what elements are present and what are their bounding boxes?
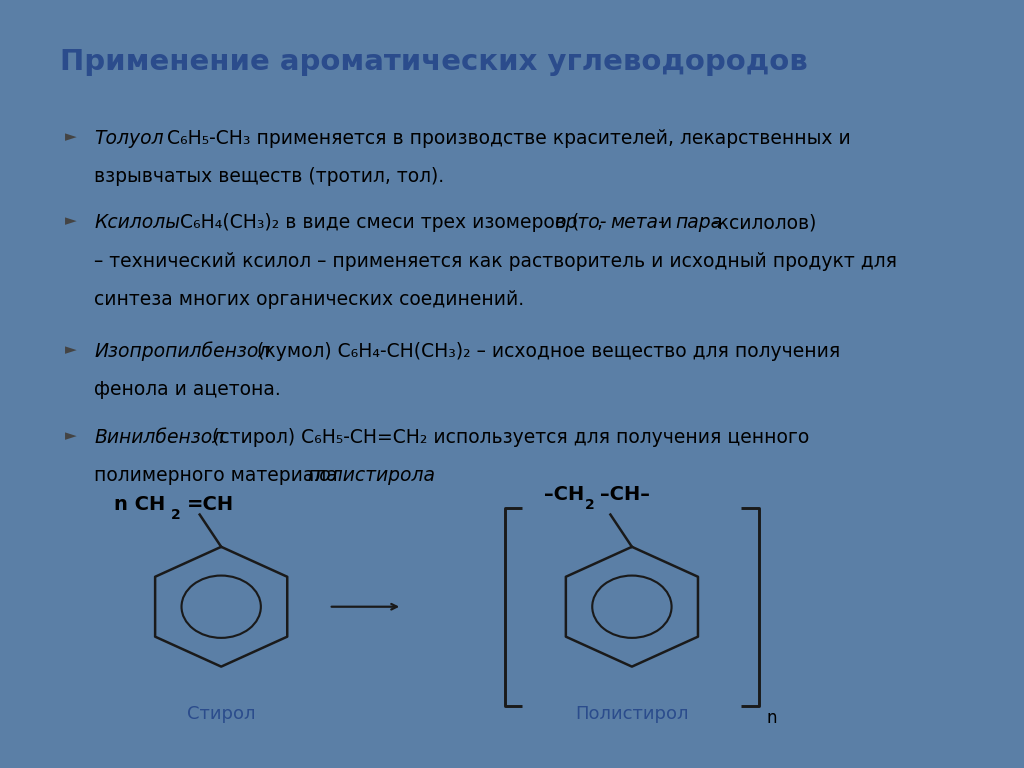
Text: C₆H₄(CH₃)₂ в виде смеси трех изомеров (: C₆H₄(CH₃)₂ в виде смеси трех изомеров ( [174, 214, 580, 233]
Text: ,: , [597, 214, 608, 233]
Text: Толуол: Толуол [94, 129, 164, 148]
Text: и: и [654, 214, 679, 233]
Text: n: n [767, 710, 777, 727]
Text: –CH: –CH [544, 485, 584, 504]
Text: ►: ► [65, 129, 77, 144]
Text: =CH: =CH [186, 495, 233, 514]
Text: пара: пара [675, 214, 722, 233]
Text: 2: 2 [171, 508, 181, 521]
Text: C₆H₅-CH₃ применяется в производстве красителей, лекарственных и: C₆H₅-CH₃ применяется в производстве крас… [161, 129, 850, 148]
Text: ►: ► [65, 429, 77, 443]
Text: Применение ароматических углеводородов: Применение ароматических углеводородов [59, 48, 808, 76]
Text: Ксилолы: Ксилолы [94, 214, 180, 233]
Text: –CH–: –CH– [600, 485, 650, 504]
Text: 2: 2 [585, 498, 595, 512]
Text: Изопропилбензол: Изопропилбензол [94, 342, 270, 362]
Text: ►: ► [65, 214, 77, 228]
Text: Стирол: Стирол [187, 705, 255, 723]
Text: полистирола: полистирола [307, 466, 435, 485]
Text: – технический ксилол – применяется как растворитель и исходный продукт для: – технический ксилол – применяется как р… [94, 252, 897, 270]
Text: фенола и ацетона.: фенола и ацетона. [94, 380, 281, 399]
Text: Винилбензол: Винилбензол [94, 429, 224, 447]
Text: орто-: орто- [554, 214, 606, 233]
Text: синтеза многих органических соединений.: синтеза многих органических соединений. [94, 290, 524, 309]
Text: мета-: мета- [610, 214, 666, 233]
Text: Полистирол: Полистирол [575, 705, 689, 723]
Text: ►: ► [65, 342, 77, 357]
Text: взрывчатых веществ (тротил, тол).: взрывчатых веществ (тротил, тол). [94, 167, 444, 186]
Text: (кумол) C₆H₄-CH(CH₃)₂ – исходное вещество для получения: (кумол) C₆H₄-CH(CH₃)₂ – исходное веществ… [252, 342, 841, 361]
Text: (стирол) C₆H₅-CH=CH₂ используется для получения ценного: (стирол) C₆H₅-CH=CH₂ используется для по… [206, 429, 809, 447]
Text: n CH: n CH [114, 495, 165, 514]
Text: полимерного материала: полимерного материала [94, 466, 344, 485]
Text: -ксилолов): -ксилолов) [711, 214, 816, 233]
